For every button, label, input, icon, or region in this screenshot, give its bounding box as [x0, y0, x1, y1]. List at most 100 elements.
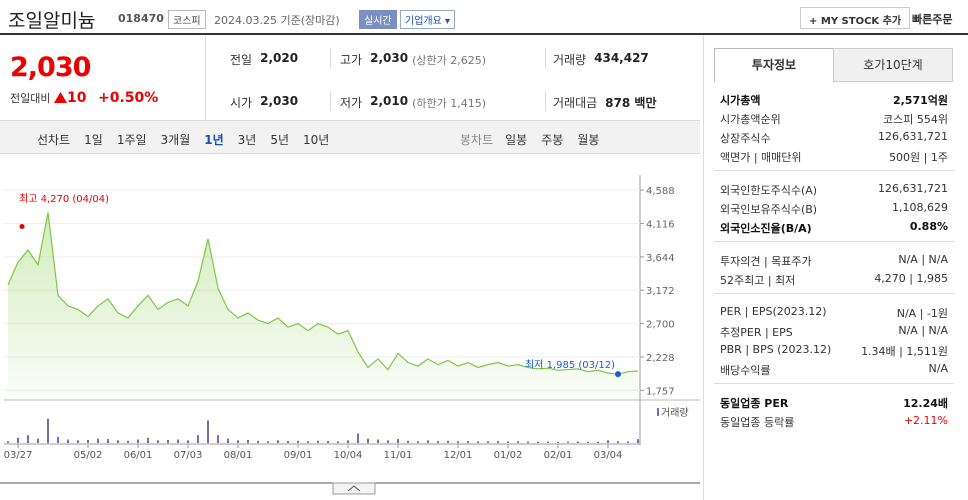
stat-note: (상한가 2,625)	[412, 54, 486, 67]
overview-text: 기업개요	[405, 16, 442, 27]
info-value: 4,270 | 1,985	[874, 272, 948, 285]
period-tab[interactable]: 1주일	[116, 133, 147, 147]
info-row: 외국인한도주식수(A) 126,631,721	[720, 182, 948, 198]
volume-bar	[47, 418, 49, 443]
collapse-icon	[347, 485, 361, 492]
volume-bar	[637, 439, 639, 443]
volume-bar	[437, 441, 439, 443]
volume-bar	[497, 441, 499, 443]
x-tick-label: 05/02	[74, 450, 103, 461]
date-text: 2024.03.25	[214, 14, 277, 27]
volume-bar	[37, 438, 39, 443]
volume-bar	[467, 441, 469, 443]
info-label: 동일업종 등락률	[720, 416, 795, 429]
volume-bar	[27, 435, 29, 443]
info-row: 동일업종 등락률 +2.11%	[720, 414, 948, 430]
chart: 4,588 4,116 3,644 3,172 2,700 2,228 1,757 03/27…	[0, 155, 700, 500]
info-row: 외국인보유주식수(B) 1,108,629	[720, 201, 948, 217]
info-row: 동일업종 PER 12.24배	[720, 395, 948, 411]
x-tick-label: 01/02	[494, 450, 523, 461]
volume-bar	[447, 440, 449, 443]
volume-bar	[7, 441, 9, 443]
period-tab[interactable]: 1일	[84, 133, 103, 147]
info-value: N/A | N/A	[898, 324, 948, 337]
tab-label: 봉차트	[460, 133, 494, 147]
x-tick-label: 12/01	[444, 450, 473, 461]
mystock-text: MY STOCK 추가	[820, 16, 902, 27]
section-rule	[714, 170, 954, 171]
x-tick-label: 11/01	[384, 450, 413, 461]
volume-bar	[127, 440, 129, 443]
info-label: 투자의견 | 목표주가	[720, 255, 812, 268]
market-chip: 코스피	[168, 10, 206, 29]
info-row: 시가총액 2,571억원	[720, 92, 948, 108]
divider	[545, 48, 546, 68]
info-value: 126,631,721	[878, 182, 948, 195]
volume-bar	[567, 441, 569, 443]
stat-value: 2,030	[370, 51, 409, 65]
volume-bar	[617, 441, 619, 443]
stock-code: 018470	[118, 12, 164, 25]
period-tab[interactable]: 5년	[270, 133, 290, 147]
volume-bar	[607, 440, 609, 443]
change-label: 전일대비	[10, 92, 51, 105]
info-value: 500원 | 1주	[889, 151, 948, 164]
info-value: 2,571억원	[892, 94, 948, 107]
period-tab[interactable]: 10년	[303, 133, 330, 147]
low-label: 최저 1,985 (03/12)	[525, 359, 615, 371]
x-tick-label: 09/01	[284, 450, 313, 461]
candle-tab[interactable]: 주봉	[541, 133, 564, 147]
header-rule	[0, 33, 968, 35]
volume-bar	[287, 441, 289, 443]
x-tick-label: 06/01	[124, 450, 153, 461]
section-rule	[714, 241, 954, 242]
info-label: 추정PER | EPS	[720, 326, 793, 339]
volume-bar	[387, 440, 389, 443]
volume-bar	[537, 441, 539, 443]
stat-label: 전일	[230, 53, 253, 67]
volume-bar	[217, 435, 219, 443]
section-rule	[714, 383, 954, 384]
stat-label: 거래량	[553, 53, 587, 67]
stat-value: 878 백만	[605, 96, 657, 110]
candle-tab[interactable]: 월봉	[577, 133, 600, 147]
stock-name: 조일알미늄	[8, 10, 96, 32]
info-value: N/A	[928, 362, 948, 375]
volume-bar	[307, 441, 309, 443]
info-tab[interactable]: 투자정보	[714, 48, 834, 82]
volume-bar	[507, 441, 509, 443]
divider	[545, 91, 546, 111]
overview-button[interactable]: 기업개요 ▾	[400, 10, 456, 29]
volume-bar	[257, 440, 259, 443]
up-arrow	[53, 92, 67, 103]
info-label: PER | EPS(2023.12)	[720, 305, 827, 318]
order-link[interactable]: 빠른주문	[912, 13, 953, 26]
candle-tab[interactable]: 일봉	[505, 133, 528, 147]
realtime-badge[interactable]: 실시간	[359, 10, 397, 29]
stat-label: 고가	[340, 53, 363, 67]
volume-bar	[157, 440, 159, 443]
stat-value: 2,020	[260, 51, 299, 65]
volume-bar	[227, 438, 229, 443]
volume-bar	[207, 420, 209, 443]
period-tab[interactable]: 3년	[237, 133, 257, 147]
volume-bar	[527, 441, 529, 443]
collapse-button[interactable]	[332, 482, 376, 495]
period-tab[interactable]: 3개월	[160, 133, 191, 147]
info-tab[interactable]: 호가10단계	[833, 48, 953, 82]
volume-bar	[187, 440, 189, 443]
y-tick-label: 3,172	[646, 286, 675, 297]
volume-bar	[577, 441, 579, 443]
panel-border	[703, 36, 704, 500]
stat-label: 시가	[230, 96, 253, 110]
change-row: 전일대비 10 +0.50%	[10, 90, 158, 106]
info-label: 배당수익률	[720, 364, 771, 377]
period-tab[interactable]: 1년	[204, 133, 224, 147]
info-value: +2.11%	[903, 414, 948, 427]
mystock-button[interactable]: + MY STOCK 추가	[800, 7, 911, 29]
info-value: 1.34배 | 1,511원	[861, 345, 948, 358]
x-tick-label: 03/04	[594, 450, 623, 461]
info-label: PBR | BPS (2023.12)	[720, 343, 832, 356]
info-label: 상장주식수	[720, 132, 771, 145]
